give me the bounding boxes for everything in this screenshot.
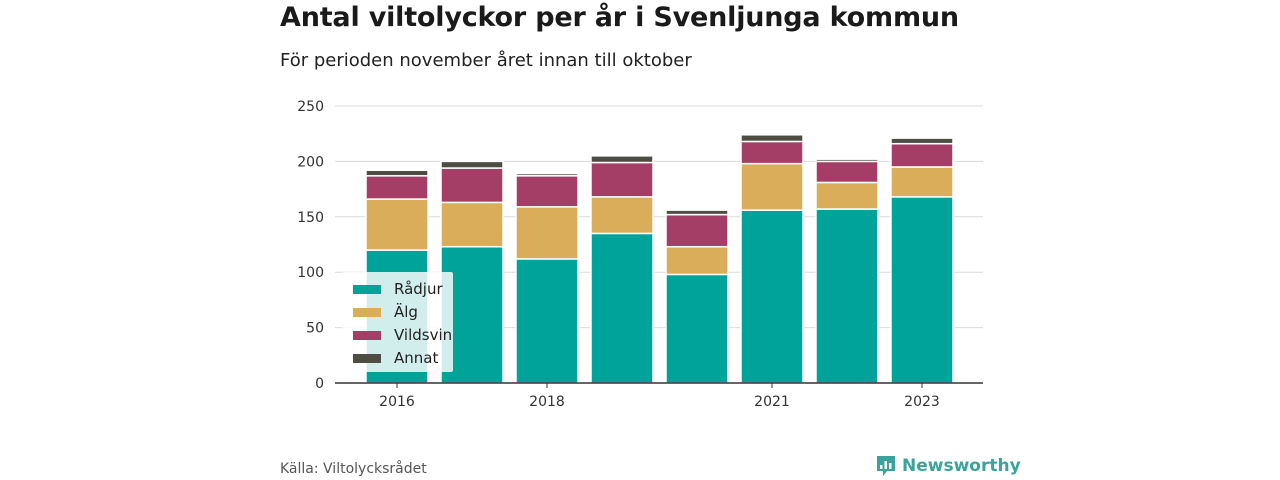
x-tick-label: 2023 bbox=[904, 394, 940, 410]
bar-segment-älg-2023 bbox=[890, 166, 954, 198]
bar-segment-älg-2017 bbox=[440, 201, 504, 248]
bar-segment-älg-2021 bbox=[740, 162, 804, 211]
bar-segment-rådjur-2018 bbox=[515, 258, 579, 384]
y-tick-label: 0 bbox=[315, 376, 324, 392]
bar-segment-vildsvin-2018 bbox=[515, 175, 579, 208]
legend-item-radjur: Rådjur bbox=[353, 279, 443, 299]
y-tick-label: 100 bbox=[297, 265, 324, 281]
legend-swatch bbox=[353, 284, 381, 294]
bar-segment-rådjur-2021 bbox=[740, 209, 804, 384]
chart-subtitle: För perioden november året innan till ok… bbox=[280, 50, 692, 71]
legend-item-vildsvin: Vildsvin bbox=[353, 325, 452, 345]
legend-swatch bbox=[353, 330, 381, 340]
bar-segment-vildsvin-2023 bbox=[890, 142, 954, 168]
brand-logo[interactable]: Newsworthy bbox=[876, 455, 1021, 477]
bar-segment-annat-2019 bbox=[590, 155, 654, 164]
bar-segment-älg-2020 bbox=[665, 245, 729, 276]
newsworthy-logo-icon bbox=[877, 456, 895, 476]
bars bbox=[365, 134, 954, 384]
bar-segment-vildsvin-2017 bbox=[440, 167, 504, 204]
legend-label: Annat bbox=[394, 349, 439, 367]
legend-item-alg: Älg bbox=[353, 302, 418, 322]
x-tick-label: 2018 bbox=[529, 394, 565, 410]
legend: Rådjur Älg Vildsvin Annat bbox=[342, 272, 453, 372]
y-tick-label: 250 bbox=[297, 99, 324, 115]
bar-segment-älg-2022 bbox=[815, 181, 879, 210]
bar-segment-rådjur-2023 bbox=[890, 196, 954, 384]
bar-segment-annat-2018 bbox=[515, 172, 579, 177]
bar-segment-rådjur-2020 bbox=[665, 273, 729, 384]
bar-segment-älg-2018 bbox=[515, 206, 579, 260]
bar-segment-vildsvin-2019 bbox=[590, 161, 654, 198]
x-tick-labels: 2016 2018 2021 2023 bbox=[379, 383, 940, 410]
bar-segment-vildsvin-2021 bbox=[740, 140, 804, 165]
legend-label: Vildsvin bbox=[394, 326, 453, 344]
legend-item-annat: Annat bbox=[353, 348, 438, 368]
bar-segment-älg-2019 bbox=[590, 196, 654, 235]
bar-segment-rådjur-2019 bbox=[590, 232, 654, 384]
bar-segment-rådjur-2022 bbox=[815, 208, 879, 384]
brand-name: Newsworthy bbox=[902, 456, 1021, 476]
y-tick-labels: 0 50 100 150 200 250 bbox=[297, 99, 324, 392]
bar-segment-vildsvin-2016 bbox=[365, 175, 429, 200]
bar-segment-älg-2016 bbox=[365, 198, 429, 251]
legend-swatch bbox=[353, 353, 381, 363]
y-tick-label: 50 bbox=[306, 321, 324, 337]
legend-swatch bbox=[353, 307, 381, 317]
bar-segment-annat-2021 bbox=[740, 134, 804, 143]
legend-label: Rådjur bbox=[394, 280, 443, 298]
bar-segment-annat-2020 bbox=[665, 209, 729, 216]
legend-label: Älg bbox=[394, 303, 418, 321]
bar-segment-annat-2023 bbox=[890, 137, 954, 145]
bar-segment-vildsvin-2022 bbox=[815, 160, 879, 184]
bar-segment-annat-2017 bbox=[440, 160, 504, 169]
y-tick-label: 200 bbox=[297, 154, 324, 170]
bar-segment-annat-2022 bbox=[815, 158, 879, 163]
bar-segment-annat-2016 bbox=[365, 169, 429, 177]
bar-segment-vildsvin-2020 bbox=[665, 213, 729, 248]
chart-title: Antal viltolyckor per år i Svenljunga ko… bbox=[280, 2, 959, 33]
y-tick-label: 150 bbox=[297, 210, 324, 226]
x-tick-label: 2021 bbox=[754, 394, 790, 410]
x-tick-label: 2016 bbox=[379, 394, 415, 410]
source-note: Källa: Viltolycksrådet bbox=[280, 461, 427, 477]
